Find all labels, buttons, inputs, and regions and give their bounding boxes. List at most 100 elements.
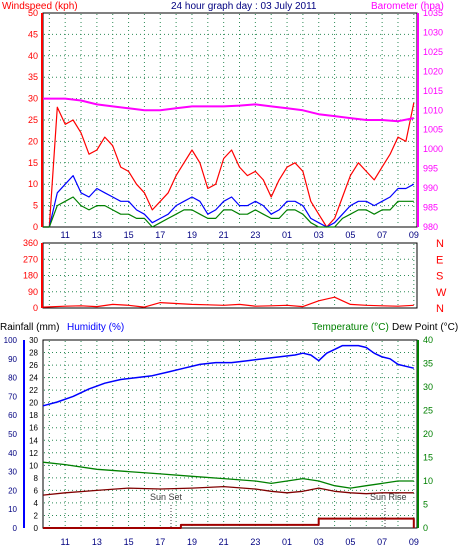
average-wind-line [43, 175, 415, 228]
grid-lines [44, 14, 416, 527]
compass-label: W [436, 287, 447, 299]
rain-y-tick-label: 12 [29, 449, 38, 458]
baro-y-tick-label: 1025 [423, 47, 443, 57]
humidity-y-tick-label: 70 [8, 392, 17, 401]
temp-y-tick-label: 30 [423, 382, 433, 392]
rain-y-tick-label: 8 [34, 474, 39, 483]
x-tick-label: 05 [345, 230, 355, 240]
temp-y-tick-label: 35 [423, 359, 433, 369]
axis-ticks: 1111131315151717191921212323010103030505… [4, 8, 447, 547]
dewpoint-axis-title: Dew Point (°C) [392, 322, 458, 333]
x-tick-label: 21 [219, 230, 229, 240]
x-tick-label: 05 [345, 537, 355, 547]
x-tick-label: 01 [282, 230, 292, 240]
dewpoint-line [42, 485, 414, 496]
temperature-axis-title: Temperature (°C) [312, 322, 389, 333]
wind-direction-line [42, 296, 414, 308]
compass-label: N [436, 238, 444, 250]
baro-y-tick-label: 985 [423, 203, 438, 213]
wind-y-tick-label: 0 [33, 222, 38, 232]
wind-y-tick-label: 50 [28, 8, 38, 18]
x-tick-label: 21 [219, 537, 229, 547]
gust-wind-line [43, 102, 415, 228]
humidity-y-tick-label: 30 [8, 468, 17, 477]
temp-y-tick-label: 40 [423, 335, 433, 345]
baro-y-tick-label: 990 [423, 183, 438, 193]
rain-y-tick-label: 22 [29, 386, 38, 395]
baro-y-tick-label: 1005 [423, 125, 443, 135]
x-tick-label: 23 [250, 230, 260, 240]
baro-y-tick-label: 995 [423, 164, 438, 174]
windspeed-axis-title: Windspeed (kph) [2, 1, 78, 12]
humidity-y-tick-label: 0 [13, 524, 18, 533]
baro-y-tick-label: 1020 [423, 66, 443, 76]
sunset-label: Sun Set [150, 492, 183, 502]
x-tick-label: 17 [155, 230, 165, 240]
wind-y-tick-label: 35 [28, 72, 38, 82]
x-tick-label: 03 [314, 537, 324, 547]
humidity-y-tick-label: 20 [8, 486, 17, 495]
rainfall-line [43, 517, 415, 529]
humidity-y-tick-label: 100 [4, 336, 18, 345]
x-tick-label: 07 [377, 537, 387, 547]
humidity-y-tick-label: 90 [8, 355, 17, 364]
baro-y-tick-label: 980 [423, 222, 438, 232]
temp-y-tick-label: 25 [423, 406, 433, 416]
barometer-axis-title: Barometer (hpa) [371, 1, 444, 12]
x-tick-label: 11 [61, 230, 70, 240]
humidity-y-tick-label: 60 [8, 411, 17, 420]
x-tick-label: 09 [409, 230, 419, 240]
rainfall-axis-title: Rainfall (mm) [0, 322, 59, 333]
sunrise-label: Sun Rise [370, 492, 407, 502]
rain-y-tick-label: 26 [29, 361, 38, 370]
x-tick-label: 03 [314, 230, 324, 240]
wind-y-tick-label: 25 [28, 115, 38, 125]
data-series [42, 97, 415, 529]
x-tick-label: 15 [124, 230, 134, 240]
low-wind-line [43, 196, 414, 228]
rain-y-tick-label: 28 [29, 349, 38, 358]
direction-y-tick-label: 360 [23, 238, 38, 248]
wind-y-tick-label: 40 [28, 51, 38, 61]
temp-y-tick-label: 10 [423, 476, 433, 486]
humidity-y-tick-label: 40 [8, 449, 17, 458]
x-tick-label: 13 [92, 230, 102, 240]
rain-y-tick-label: 18 [29, 411, 38, 420]
baro-y-tick-label: 1035 [423, 8, 443, 18]
wind-y-tick-label: 30 [28, 94, 38, 104]
rain-y-tick-label: 24 [29, 374, 38, 383]
humidity-y-tick-label: 10 [8, 505, 17, 514]
humidity-y-tick-label: 80 [8, 374, 17, 383]
x-tick-label: 23 [250, 537, 260, 547]
compass-label: S [436, 271, 443, 283]
rain-y-tick-label: 6 [34, 486, 39, 495]
x-tick-label: 13 [92, 537, 102, 547]
temp-y-tick-label: 5 [423, 500, 428, 510]
temp-panel-frame [42, 339, 418, 529]
chart-title: 24 hour graph day : 03 July 2011 [171, 1, 317, 12]
wind-y-tick-label: 5 [33, 201, 38, 211]
rain-y-tick-label: 10 [29, 461, 38, 470]
direction-y-tick-label: 270 [23, 254, 38, 264]
baro-y-tick-label: 1030 [423, 27, 443, 37]
rain-y-tick-label: 2 [34, 511, 39, 520]
humidity-axis-title: Humidity (%) [67, 322, 124, 333]
direction-panel-frame [42, 242, 418, 309]
rain-y-tick-label: 4 [34, 499, 39, 508]
x-tick-label: 01 [282, 537, 292, 547]
humidity-y-tick-label: 50 [8, 430, 17, 439]
temp-y-tick-label: 0 [423, 523, 428, 533]
humidity-line [42, 344, 414, 407]
x-tick-label: 17 [155, 537, 165, 547]
barometer-line [43, 97, 414, 123]
rain-y-tick-label: 16 [29, 424, 38, 433]
direction-y-tick-label: 90 [28, 287, 38, 297]
direction-y-tick-label: 180 [23, 271, 38, 281]
x-tick-label: 09 [409, 537, 419, 547]
temperature-line [42, 461, 414, 489]
wind-y-tick-label: 15 [28, 158, 38, 168]
wind-y-tick-label: 10 [28, 179, 38, 189]
baro-y-tick-label: 1010 [423, 105, 443, 115]
baro-y-tick-label: 1015 [423, 86, 443, 96]
